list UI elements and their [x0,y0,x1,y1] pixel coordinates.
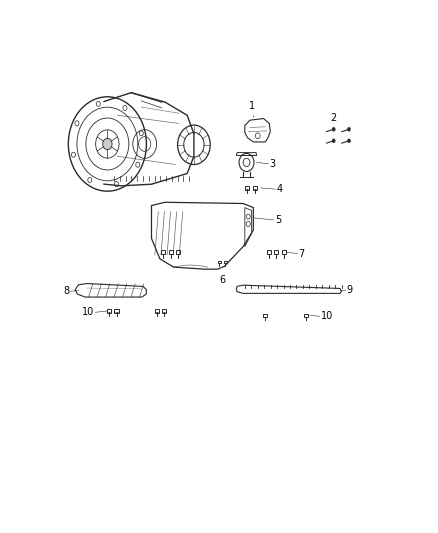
Circle shape [332,139,336,143]
Circle shape [347,139,351,143]
Text: 10: 10 [321,311,333,321]
Circle shape [332,127,336,132]
Text: 5: 5 [276,215,282,225]
Text: 7: 7 [298,248,305,259]
Text: 9: 9 [346,285,352,295]
Text: 6: 6 [219,275,226,285]
Text: 10: 10 [82,307,95,317]
Text: 2: 2 [331,112,337,123]
Text: 3: 3 [270,159,276,168]
Text: 1: 1 [249,101,255,111]
Circle shape [347,127,351,132]
Circle shape [102,139,112,150]
Text: 8: 8 [63,286,69,296]
Text: 4: 4 [276,184,283,194]
